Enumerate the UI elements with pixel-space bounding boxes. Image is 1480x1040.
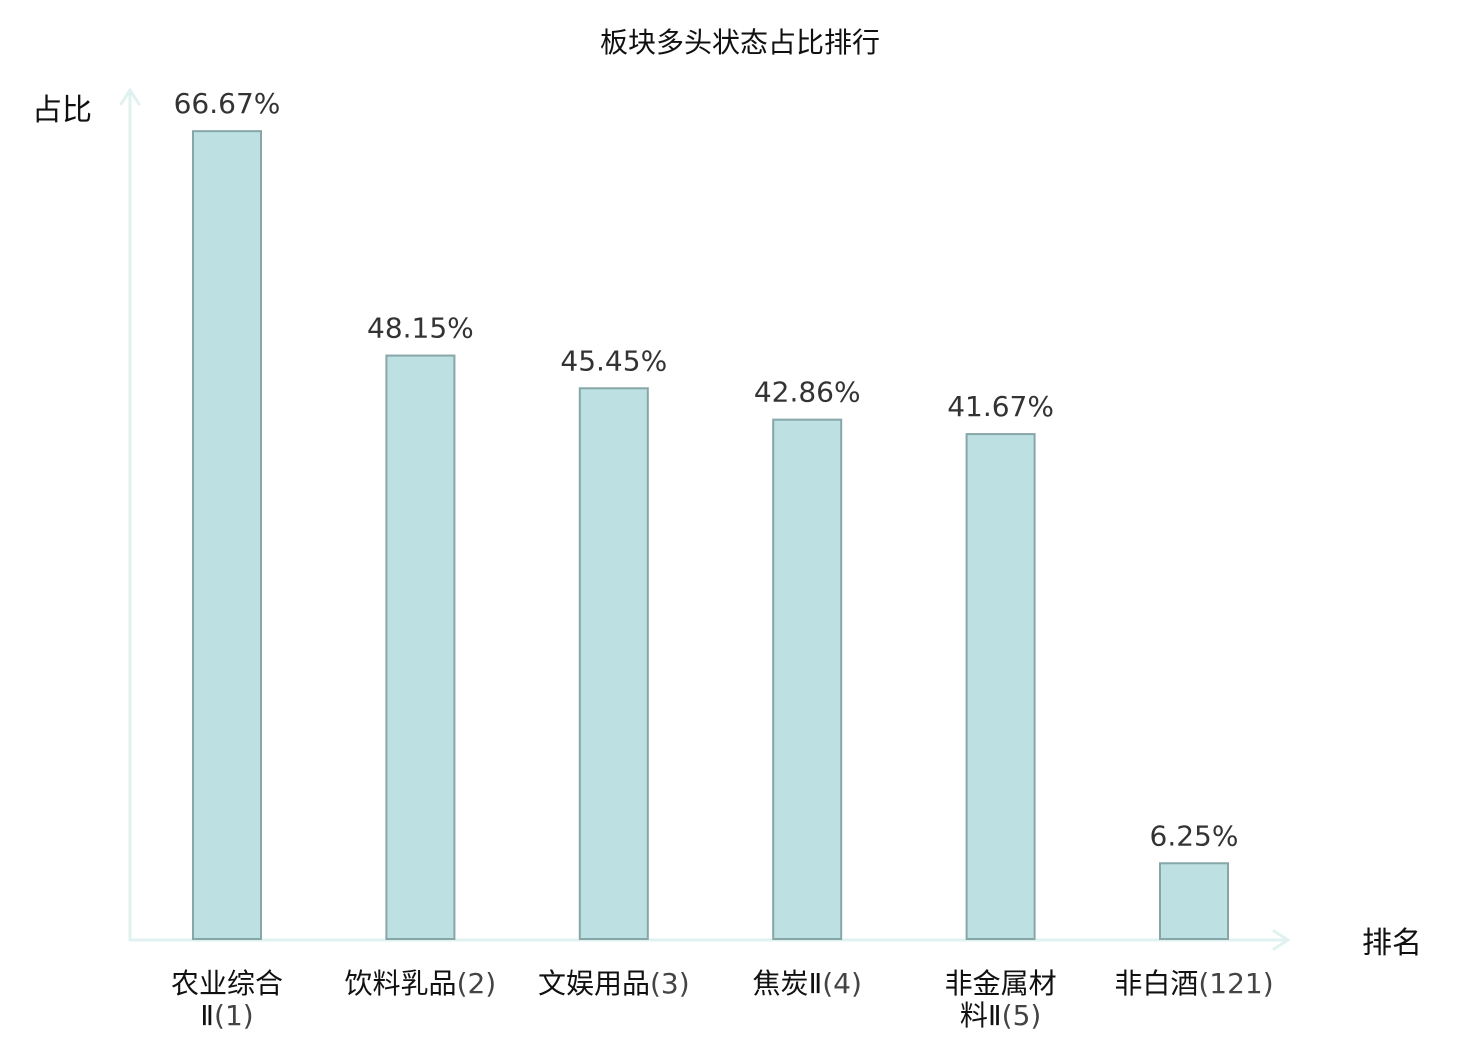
- category-label-5: 非金属材料Ⅱ(5): [945, 967, 1057, 1032]
- y-axis-arrowhead: [119, 88, 141, 106]
- category-labels: 农业综合 Ⅱ(1) 饮料乳品(2) 文娱用品(3) 焦炭Ⅱ(4) 非金属材料Ⅱ(5) 非白酒…: [171, 967, 1274, 1032]
- bar-2: [385, 354, 456, 940]
- bar-1: [192, 130, 262, 940]
- bar-series: [192, 130, 1229, 940]
- category-label-3: 文娱用品(3): [538, 967, 690, 1000]
- category-label-6: 非白酒(121): [1114, 967, 1273, 1000]
- bar-3: [578, 387, 649, 940]
- chart-axes: [119, 88, 1290, 951]
- bar-5: [965, 433, 1036, 940]
- bar-4: [772, 418, 843, 940]
- category-label-2: 饮料乳品(2): [345, 967, 497, 1000]
- chart-title: 板块多头状态占比排行: [600, 26, 880, 59]
- x-axis-arrowhead: [1272, 929, 1290, 951]
- value-label-1: 66.67%: [174, 87, 281, 120]
- y-axis-label: 占比: [32, 93, 92, 128]
- value-label-3: 45.45%: [560, 344, 667, 377]
- value-label-6: 6.25%: [1150, 819, 1239, 852]
- value-label-2: 48.15%: [367, 312, 474, 345]
- value-label-5: 41.67%: [947, 390, 1054, 423]
- category-label-4: 焦炭Ⅱ(4): [752, 967, 861, 1000]
- x-axis-label: 排名: [1362, 926, 1422, 961]
- value-labels: 66.67% 48.15% 45.45% 42.86% 41.67% 6.25%: [174, 87, 1239, 852]
- category-label-1: 农业综合 Ⅱ(1): [171, 967, 283, 1032]
- value-label-4: 42.86%: [754, 376, 861, 409]
- bar-6: [1159, 862, 1229, 940]
